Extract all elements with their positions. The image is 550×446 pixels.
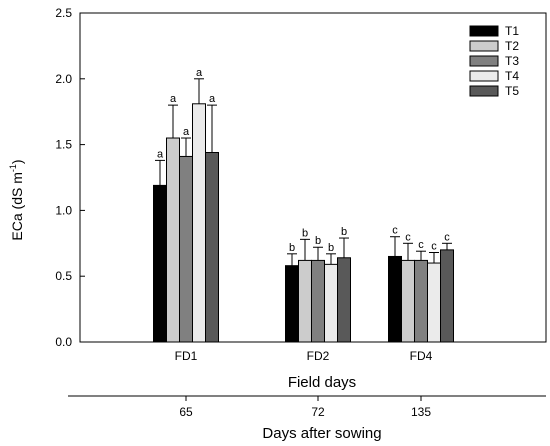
bar-t4-fd1 — [193, 104, 206, 342]
legend-label: T1 — [505, 24, 519, 38]
bar-t2-fd1 — [167, 138, 180, 342]
significance-letter: b — [328, 242, 334, 254]
bar-t1-fd4 — [389, 256, 402, 342]
significance-letter: a — [183, 126, 190, 138]
y-tick-label: 0.5 — [55, 269, 72, 283]
y-tick-label: 2.5 — [55, 6, 72, 20]
bar-t1-fd1 — [154, 185, 167, 342]
significance-letter: b — [341, 226, 347, 238]
legend-label: T4 — [505, 69, 519, 83]
y-tick-label: 1.5 — [55, 138, 72, 152]
significance-letter: b — [302, 227, 308, 239]
significance-letter: a — [157, 148, 164, 160]
secondary-tick-label: 135 — [411, 405, 431, 419]
x-tick-label: FD4 — [410, 349, 433, 363]
legend-label: T3 — [505, 54, 519, 68]
y-tick-label: 2.0 — [55, 72, 72, 86]
secondary-tick-label: 72 — [311, 405, 325, 419]
significance-letter: c — [392, 225, 398, 237]
bar-t2-fd2 — [299, 260, 312, 342]
y-axis-title: ECa (dS m-1) — [8, 159, 25, 240]
legend-swatch-t2 — [470, 41, 498, 51]
bar-t3-fd2 — [312, 260, 325, 342]
significance-letter: c — [418, 239, 424, 251]
bar-t1-fd2 — [286, 266, 299, 342]
legend-label: T2 — [505, 39, 519, 53]
legend-swatch-t5 — [470, 86, 498, 96]
significance-letter: c — [444, 231, 450, 243]
secondary-tick-label: 65 — [179, 405, 193, 419]
secondary-axis-title: Days after sowing — [262, 425, 381, 442]
significance-letter: c — [431, 241, 437, 253]
legend-label: T5 — [505, 84, 519, 98]
bar-t4-fd2 — [325, 264, 338, 342]
significance-letter: b — [289, 242, 295, 254]
significance-letter: a — [170, 93, 177, 105]
legend-swatch-t1 — [470, 26, 498, 36]
bar-t5-fd4 — [441, 250, 454, 342]
legend-swatch-t3 — [470, 56, 498, 66]
significance-letter: a — [209, 93, 216, 105]
y-tick-label: 0.0 — [55, 335, 72, 349]
bar-t5-fd2 — [338, 258, 351, 342]
secondary-axis: 65 72 135 — [68, 396, 546, 419]
x-tick-label: FD2 — [307, 349, 330, 363]
bar-t2-fd4 — [402, 260, 415, 342]
bar-t5-fd1 — [206, 152, 219, 342]
y-tick-label: 1.0 — [55, 203, 72, 217]
significance-letter: a — [196, 67, 203, 79]
bar-t4-fd4 — [428, 263, 441, 342]
significance-letter: c — [405, 231, 411, 243]
bar-t3-fd4 — [415, 260, 428, 342]
bar-t3-fd1 — [180, 156, 193, 342]
significance-letter: b — [315, 235, 321, 247]
x-axis-title: Field days — [288, 374, 356, 391]
x-tick-label: FD1 — [175, 349, 198, 363]
legend-swatch-t4 — [470, 71, 498, 81]
